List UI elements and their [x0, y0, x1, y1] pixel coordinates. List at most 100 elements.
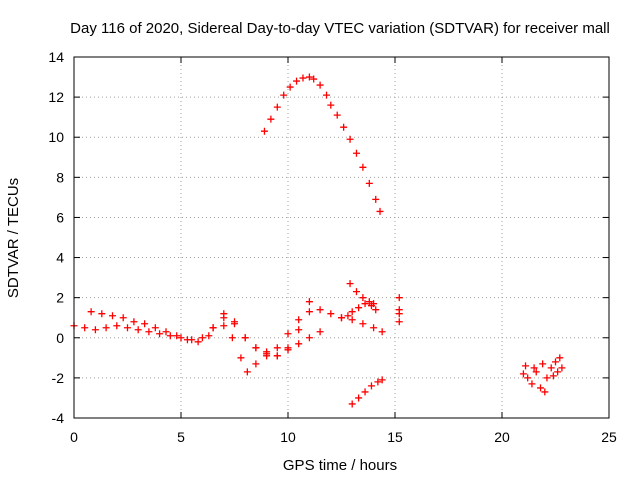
data-point: [338, 314, 345, 322]
data-point: [323, 91, 331, 99]
data-point: [295, 340, 303, 348]
data-point: [91, 326, 99, 334]
data-point: [98, 310, 106, 318]
data-point: [522, 362, 530, 370]
tick-layer: 0 5 10 15 20 25 -4 -2 0 2 4 6 8 10 12 14: [48, 49, 617, 445]
y-tick-label: 10: [48, 129, 64, 145]
data-point: [554, 368, 562, 376]
x-tick-label: 5: [177, 429, 185, 445]
data-point: [295, 326, 303, 334]
data-point: [205, 332, 213, 340]
series-arc-high: [260, 73, 384, 215]
data-point: [316, 306, 324, 314]
data-point: [367, 382, 375, 390]
data-point: [359, 320, 367, 328]
data-point: [295, 316, 303, 324]
series-arc-short: [346, 280, 378, 308]
data-point: [305, 308, 313, 316]
x-tick-label: 10: [280, 429, 296, 445]
data-point: [299, 74, 307, 82]
data-point: [273, 344, 281, 352]
data-point: [231, 320, 238, 328]
data-point: [305, 73, 313, 81]
data-point: [280, 91, 288, 99]
data-point: [267, 115, 275, 123]
data-layer: [70, 73, 566, 408]
data-point: [241, 334, 249, 342]
data-point: [372, 306, 380, 314]
x-tick-label: 0: [70, 429, 78, 445]
data-point: [220, 314, 228, 322]
y-axis-label: SDTVAR / TECUs: [5, 178, 22, 298]
data-point: [177, 334, 185, 342]
data-point: [162, 328, 170, 336]
x-tick-label: 15: [387, 429, 403, 445]
data-point: [237, 354, 245, 362]
data-point: [370, 324, 378, 332]
data-point: [340, 123, 348, 131]
data-point: [124, 324, 131, 332]
data-point: [284, 330, 292, 338]
data-point: [198, 334, 206, 342]
data-point: [183, 336, 191, 344]
data-point: [220, 322, 228, 330]
data-point: [263, 350, 271, 358]
y-tick-label: 14: [48, 49, 64, 65]
x-tick-label: 25: [601, 429, 617, 445]
chart-title: Day 116 of 2020, Sidereal Day-to-day VTE…: [70, 20, 610, 37]
data-point: [524, 374, 532, 382]
data-point: [374, 378, 382, 386]
data-point: [537, 384, 545, 392]
data-point: [305, 334, 313, 342]
data-point: [352, 288, 360, 296]
data-point: [316, 81, 324, 89]
data-point: [305, 298, 313, 306]
data-point: [552, 358, 559, 366]
data-point: [395, 294, 403, 302]
data-point: [365, 179, 373, 187]
data-point: [273, 352, 281, 360]
data-point: [378, 328, 386, 336]
data-point: [346, 280, 354, 288]
data-point: [344, 312, 352, 320]
data-point: [243, 368, 251, 376]
data-point: [532, 368, 540, 376]
data-point: [378, 376, 386, 384]
series-arc-low-d: [220, 298, 313, 360]
data-point: [541, 388, 549, 396]
data-point: [395, 310, 403, 318]
data-point: [372, 195, 380, 203]
series-points-15h: [395, 294, 403, 326]
data-point: [141, 320, 149, 328]
data-point: [528, 380, 536, 388]
data-point: [194, 338, 202, 346]
x-axis-label: GPS time / hours: [283, 457, 397, 474]
data-point: [260, 127, 268, 135]
data-point: [81, 324, 89, 332]
y-tick-label: 6: [56, 209, 64, 225]
data-point: [310, 75, 318, 83]
x-tick-label: 20: [494, 429, 510, 445]
data-point: [370, 300, 378, 308]
y-tick-label: -2: [52, 370, 65, 386]
y-tick-label: 8: [56, 169, 64, 185]
data-point: [113, 322, 121, 330]
data-point: [293, 77, 301, 85]
series-arc-low-c: [209, 322, 324, 376]
data-point: [348, 400, 356, 408]
data-point: [173, 332, 181, 340]
data-point: [286, 83, 294, 91]
data-point: [361, 300, 369, 308]
y-tick-label: 2: [56, 290, 64, 306]
series-arc-negative: [348, 376, 386, 408]
data-point: [519, 370, 527, 378]
data-point: [156, 330, 164, 338]
data-point: [327, 101, 335, 109]
data-point: [346, 135, 354, 143]
data-point: [209, 324, 217, 332]
data-point: [151, 324, 159, 332]
data-point: [228, 334, 236, 342]
data-point: [87, 308, 95, 316]
data-point: [273, 103, 281, 111]
data-point: [355, 394, 363, 402]
